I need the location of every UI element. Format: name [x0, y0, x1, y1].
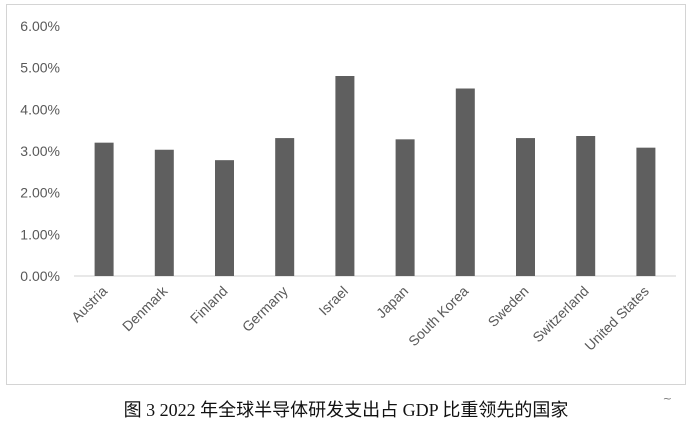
y-tick-label: 1.00%	[20, 226, 60, 242]
x-category-label: Denmark	[119, 282, 171, 334]
corner-mark: ~	[662, 392, 672, 405]
x-axis-categories: Austria Denmark Finland Germany Israel JapanS…	[68, 282, 652, 353]
x-category-label: Germany	[239, 283, 291, 335]
figure-caption: 图 3 2022 年全球半导体研发支出占 GDP 比重领先的国家	[123, 400, 569, 420]
y-tick-label: 2.00%	[20, 185, 60, 201]
y-axis-ticks: 0.00% 1.00% 2.00% 3.00% 4.00% 5.00% 6.00%	[20, 18, 60, 284]
x-category-label: South Korea	[405, 283, 472, 350]
x-category-label: Finland	[187, 283, 231, 327]
bar-japan	[395, 139, 415, 276]
x-category-label: Switzerland	[529, 283, 591, 345]
x-category-label: Sweden	[485, 283, 532, 330]
y-tick-label: 5.00%	[20, 60, 60, 76]
y-tick-label: 0.00%	[20, 268, 60, 284]
bar-austria	[94, 142, 114, 276]
bar-finland	[215, 160, 234, 276]
y-tick-label: 3.00%	[20, 143, 60, 159]
x-category-label: Israel	[316, 283, 352, 319]
x-category-label: Austria	[68, 283, 110, 325]
bar-chart: 0.00% 1.00% 2.00% 3.00% 4.00% 5.00% 6.00% Aust…	[20, 18, 676, 354]
bar-south-korea	[455, 88, 475, 276]
bar-united-states	[636, 147, 656, 276]
bar-denmark	[154, 149, 174, 276]
x-category-label: Japan	[373, 283, 411, 321]
y-tick-label: 6.00%	[20, 18, 60, 34]
x-category-label: United States	[581, 283, 652, 354]
bar-sweden	[516, 138, 535, 276]
y-tick-label: 4.00%	[20, 101, 60, 117]
bar-germany	[275, 138, 295, 276]
bars	[94, 76, 656, 276]
bar-switzerland	[576, 136, 596, 276]
bar-israel	[335, 76, 355, 276]
